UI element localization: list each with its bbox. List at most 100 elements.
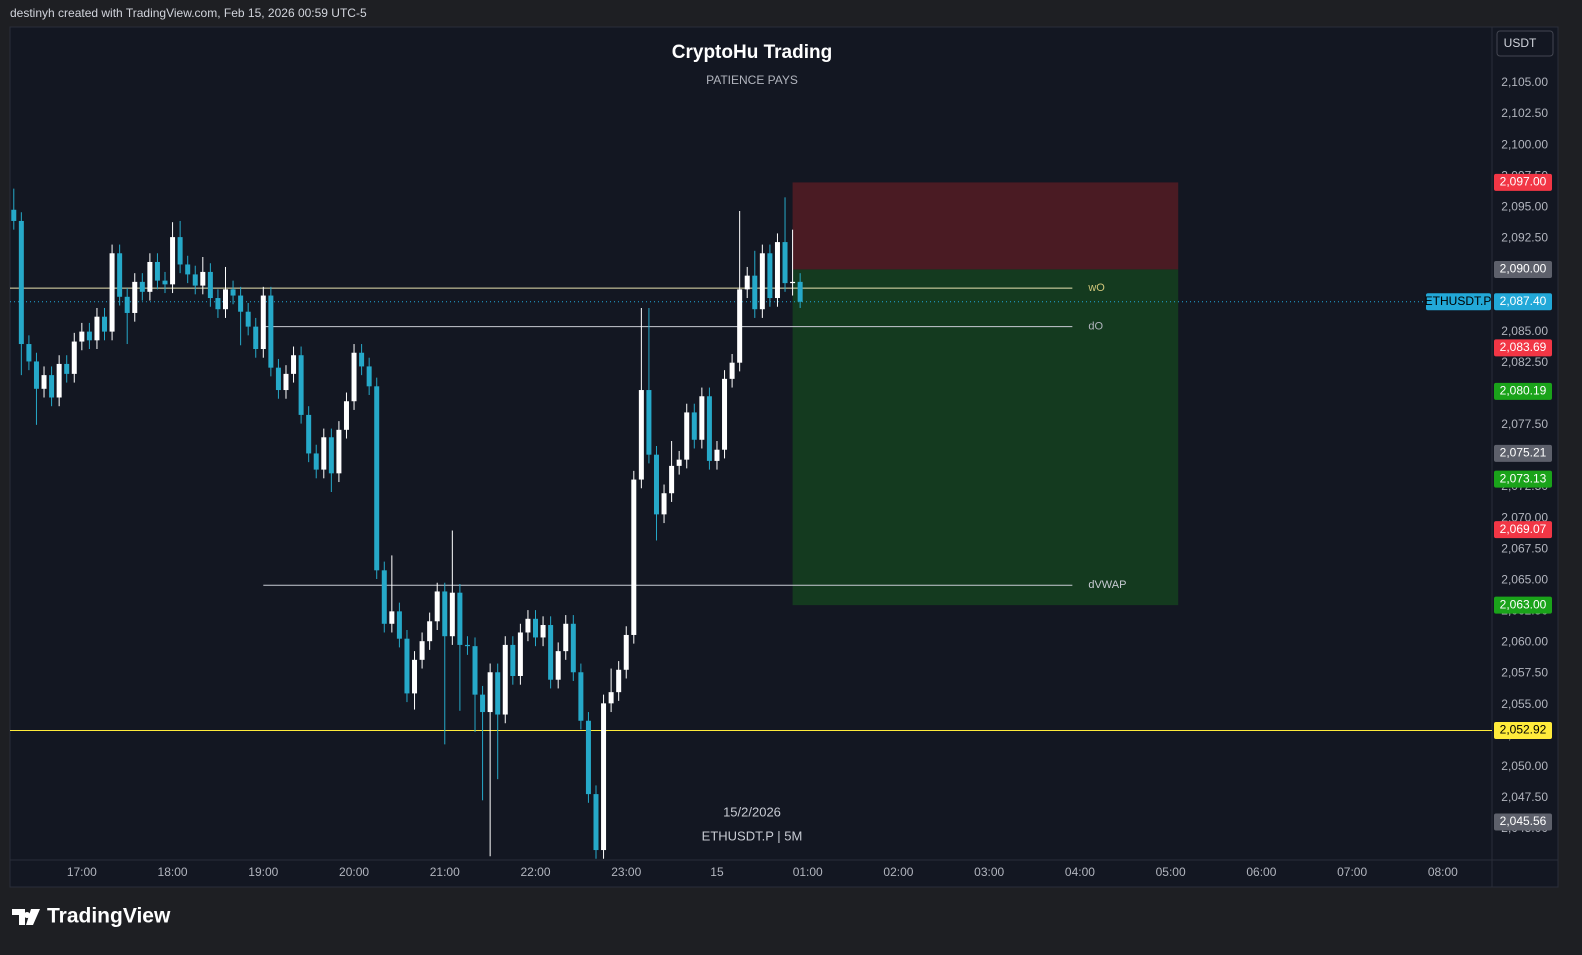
candle-body [684,412,690,460]
candle-body [268,295,274,368]
candle-body [396,611,402,639]
candle-body [570,623,576,673]
candle-body [313,453,319,470]
candle-body [495,672,501,715]
x-tick-label: 04:00 [1065,865,1095,879]
x-tick-label: 15 [710,865,724,879]
x-tick-label: 07:00 [1337,865,1367,879]
candle-body [132,281,138,313]
brand-name: TradingView [47,905,171,928]
candle-body [207,271,213,299]
candle-body [510,644,516,676]
candle-body [540,625,546,638]
candle-body [64,363,70,374]
chart-panel [9,26,1559,888]
y-tick-label: 2,092.50 [1501,231,1548,245]
candle-body [245,311,251,327]
y-tick-label: 2,047.50 [1501,790,1548,804]
candle-body [321,437,327,470]
watermark-date: 15/2/2026 [723,804,781,819]
x-tick-label: 17:00 [67,865,97,879]
candle-body [86,331,92,341]
candle-body [653,454,659,515]
candle-body [389,611,395,624]
stop-zone [792,182,1179,270]
y-tick-label: 2,057.50 [1501,666,1548,680]
candle-body [18,220,24,345]
candle-body [548,625,554,680]
candle-body [427,621,433,642]
price-label: 2,069.07 [1500,522,1547,536]
candle-body [147,261,153,292]
x-tick-label: 23:00 [611,865,641,879]
y-tick-label: 2,060.00 [1501,635,1548,649]
candle-body [79,331,85,342]
candle-body [230,289,236,296]
candle-body [412,659,418,694]
candle-body [442,591,448,637]
price-label-box [1494,521,1552,539]
x-tick-label: 08:00 [1428,865,1458,879]
currency[interactable]: USDT [1504,36,1537,50]
candle-body [359,352,365,367]
candle-body [381,570,387,624]
candle-body [767,253,773,299]
candle-body [49,375,55,398]
header: destinyh created with TradingView.com, F… [10,6,367,20]
candle-body [343,401,349,430]
candle-body [487,672,493,713]
candle-body [170,237,176,285]
candle-body [759,253,765,310]
chart-subtitle: PATIENCE PAYS [706,73,798,87]
candle-body [260,295,266,350]
candle-body [192,274,198,286]
y-tick-label: 2,082.50 [1501,355,1548,369]
x-tick-label: 02:00 [883,865,913,879]
candle-body [699,396,705,440]
y-tick-label: 2,105.00 [1501,75,1548,89]
candle-body [336,429,342,474]
candle-body [593,794,599,851]
candle-body [41,375,47,389]
x-tick-label: 19:00 [248,865,278,879]
price-label: 2,090.00 [1500,262,1547,276]
candle-body [464,644,470,647]
price-label-box [1494,293,1552,311]
candle-body [706,396,712,461]
candle-body [351,352,357,402]
candle-body [71,341,77,374]
candle-body [774,242,780,299]
candle-body [797,281,803,302]
price-label-box [1494,173,1552,191]
candle-body [691,412,697,440]
symbol-label: ETHUSDT.P [1425,294,1492,308]
level-label: dO [1088,321,1103,333]
candle-body [601,703,607,851]
y-tick-label: 2,100.00 [1501,137,1548,151]
x-tick-label: 18:00 [158,865,188,879]
y-tick-label: 2,095.00 [1501,199,1548,213]
brand-logo [12,909,40,925]
y-tick-label: 2,067.50 [1501,541,1548,555]
price-label-box [1494,260,1552,278]
candle-body [215,298,221,310]
price-label: 2,080.19 [1500,384,1547,398]
candle-body [782,242,788,284]
candle-body [162,280,168,285]
candle-body [525,618,531,633]
candle-body [502,644,508,715]
price-label-box [1494,721,1552,739]
candle-body [434,591,440,622]
x-tick-label: 21:00 [430,865,460,879]
currency-button[interactable] [1496,30,1554,57]
candle-body [578,672,584,721]
y-tick-label: 2,102.50 [1501,106,1548,120]
candle-body [638,390,644,480]
candle-body [661,493,667,515]
price-label-box [1494,444,1552,462]
symbol-label-box [1426,293,1491,311]
candle-body [533,618,539,638]
price-label: 2,087.40 [1500,294,1547,308]
candle-body [94,316,100,341]
